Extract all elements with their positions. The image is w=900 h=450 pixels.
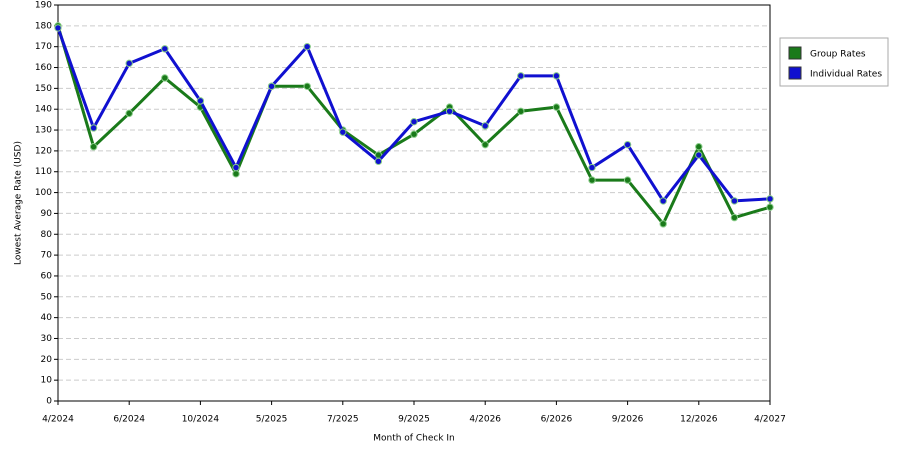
data-point (766, 203, 774, 211)
data-point (410, 130, 418, 138)
y-tick-label: 190 (35, 1, 52, 11)
y-tick-label: 110 (35, 167, 52, 177)
x-tick-label: 5/2025 (256, 415, 288, 425)
x-tick-label: 9/2025 (398, 415, 430, 425)
data-point (481, 122, 489, 130)
y-tick-label: 70 (41, 251, 53, 261)
data-point (339, 128, 347, 136)
data-point (232, 170, 240, 178)
y-tick-label: 20 (41, 355, 53, 365)
data-point (623, 140, 632, 149)
x-tick-label: 12/2026 (680, 415, 718, 425)
data-point (125, 109, 133, 118)
y-tick-label: 180 (35, 21, 52, 31)
x-tick-label: 4/2024 (42, 415, 74, 425)
data-point (517, 107, 525, 115)
data-point (410, 118, 418, 126)
y-tick-label: 150 (35, 84, 52, 94)
x-tick-label: 9/2026 (612, 415, 644, 425)
y-tick-label: 10 (41, 376, 53, 386)
data-point (588, 163, 596, 172)
data-point (623, 176, 632, 184)
data-point (481, 140, 489, 149)
data-point (659, 197, 667, 205)
data-point (54, 24, 62, 32)
data-point (89, 143, 98, 151)
data-point (659, 220, 667, 228)
legend-swatch (788, 66, 802, 80)
y-tick-label: 160 (35, 63, 52, 73)
legend-swatch (788, 46, 802, 60)
data-point (552, 72, 561, 80)
y-tick-label: 90 (41, 209, 53, 219)
x-tick-label: 6/2024 (113, 415, 145, 425)
data-point (303, 82, 311, 90)
data-point (588, 176, 596, 184)
y-tick-label: 30 (41, 334, 53, 344)
y-tick-label: 40 (41, 313, 53, 323)
data-point (695, 151, 703, 159)
y-tick-label: 170 (35, 42, 52, 52)
y-tick-label: 60 (41, 271, 53, 281)
data-point (89, 124, 98, 132)
y-tick-label: 120 (35, 146, 52, 156)
y-tick-label: 100 (35, 188, 52, 198)
y-tick-label: 50 (41, 292, 53, 302)
x-tick-label: 6/2026 (541, 415, 573, 425)
data-point (125, 59, 133, 68)
data-point (161, 74, 169, 82)
x-tick-label: 10/2024 (182, 415, 220, 425)
data-point (730, 197, 739, 205)
y-tick-label: 0 (46, 397, 52, 407)
data-point (267, 82, 276, 90)
x-axis-title: Month of Check In (373, 434, 455, 444)
data-point (695, 143, 703, 151)
data-point (517, 72, 525, 80)
x-tick-label: 4/2026 (469, 415, 501, 425)
y-tick-label: 140 (35, 105, 52, 115)
y-axis-title: Lowest Average Rate (USD) (14, 141, 24, 265)
y-tick-label: 130 (35, 126, 52, 136)
data-point (552, 103, 561, 111)
data-point (445, 107, 454, 115)
legend-label: Group Rates (810, 50, 866, 60)
x-tick-label: 4/2027 (754, 415, 786, 425)
x-tick-label: 7/2025 (327, 415, 359, 425)
data-point (766, 195, 774, 203)
data-point (161, 45, 169, 53)
legend-label: Individual Rates (810, 70, 882, 80)
series-line (56, 27, 771, 203)
data-point (232, 163, 240, 172)
data-point (374, 157, 383, 166)
y-tick-label: 80 (41, 230, 53, 240)
data-point (303, 42, 311, 51)
data-point (730, 213, 739, 222)
data-point (196, 97, 205, 105)
